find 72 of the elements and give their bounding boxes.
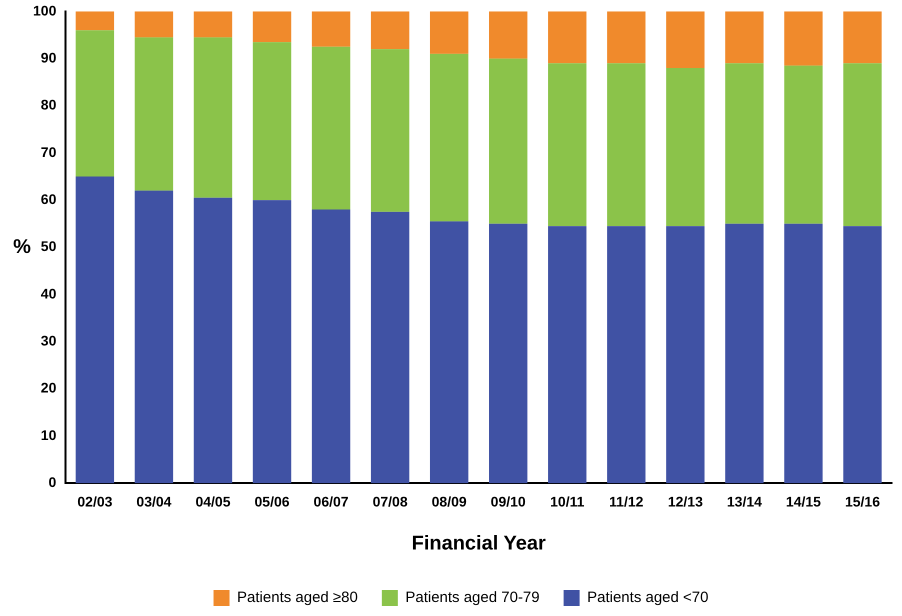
bar [76, 11, 114, 30]
bar [666, 226, 705, 484]
bar [548, 226, 586, 484]
legend-label: Patients aged <70 [587, 589, 708, 606]
x-tick-label: 10/11 [550, 493, 585, 510]
x-tick-label: 04/05 [195, 493, 231, 510]
y-tick-label: 20 [40, 380, 57, 396]
bar [134, 37, 174, 191]
bar [252, 11, 292, 42]
bar [134, 11, 174, 38]
bar [370, 212, 410, 484]
bar [252, 42, 292, 200]
bar [843, 226, 882, 484]
legend-label: Patients aged 70-79 [405, 589, 540, 606]
bar [843, 11, 882, 64]
bar [312, 210, 350, 484]
y-tick-label: 60 [40, 190, 57, 207]
bar [607, 11, 646, 64]
bar [194, 198, 232, 484]
bar [607, 63, 646, 226]
bar [134, 190, 174, 484]
x-tick-label: 07/08 [372, 493, 408, 510]
bar [76, 176, 114, 484]
bar [370, 11, 410, 50]
x-tick-label: 08/09 [432, 493, 467, 510]
bar [370, 49, 410, 212]
y-tick-label: 0 [48, 474, 57, 490]
x-tick-label: 12/13 [668, 493, 704, 510]
y-tick-label: 50 [40, 238, 57, 254]
x-tick-label: 15/16 [844, 493, 880, 510]
x-tick-label: 06/07 [314, 493, 349, 510]
x-tick-label: 13/14 [726, 493, 762, 510]
bar [430, 11, 468, 54]
bar [725, 63, 764, 224]
legend-label: Patients aged ≥80 [237, 589, 358, 606]
bar [194, 37, 232, 198]
y-tick-label: 90 [40, 49, 57, 66]
bar [666, 11, 705, 68]
bar [725, 224, 764, 484]
y-tick-label: 100 [33, 2, 57, 18]
y-tick-label: 40 [40, 285, 57, 302]
bar [76, 30, 114, 177]
bar [312, 46, 350, 210]
y-tick-label: 70 [40, 144, 57, 160]
x-tick-label: 03/04 [136, 493, 172, 510]
x-tick-label: 02/03 [77, 493, 113, 510]
x-axis-title: Financial Year [412, 532, 546, 555]
y-axis-title: % [13, 236, 32, 258]
x-tick-label: 09/10 [490, 493, 526, 510]
bar [489, 58, 528, 224]
bar [430, 54, 468, 222]
bar [666, 68, 705, 226]
bar [784, 224, 823, 484]
bar [548, 11, 586, 64]
y-tick-label: 30 [40, 332, 57, 349]
bar [784, 11, 823, 66]
bar [489, 224, 528, 484]
bar [548, 63, 586, 226]
x-tick-label: 11/12 [609, 493, 644, 510]
bar [252, 200, 292, 484]
x-tick-label: 05/06 [254, 493, 290, 510]
bar [430, 221, 468, 484]
bar [725, 11, 764, 64]
x-tick-label: 14/15 [786, 493, 822, 510]
y-tick-label: 10 [40, 426, 57, 443]
bar [312, 11, 350, 47]
bar [784, 66, 823, 224]
bar [843, 63, 882, 226]
bar [607, 226, 646, 484]
bar [489, 11, 528, 59]
bar [194, 11, 232, 38]
y-tick-label: 80 [40, 96, 57, 113]
